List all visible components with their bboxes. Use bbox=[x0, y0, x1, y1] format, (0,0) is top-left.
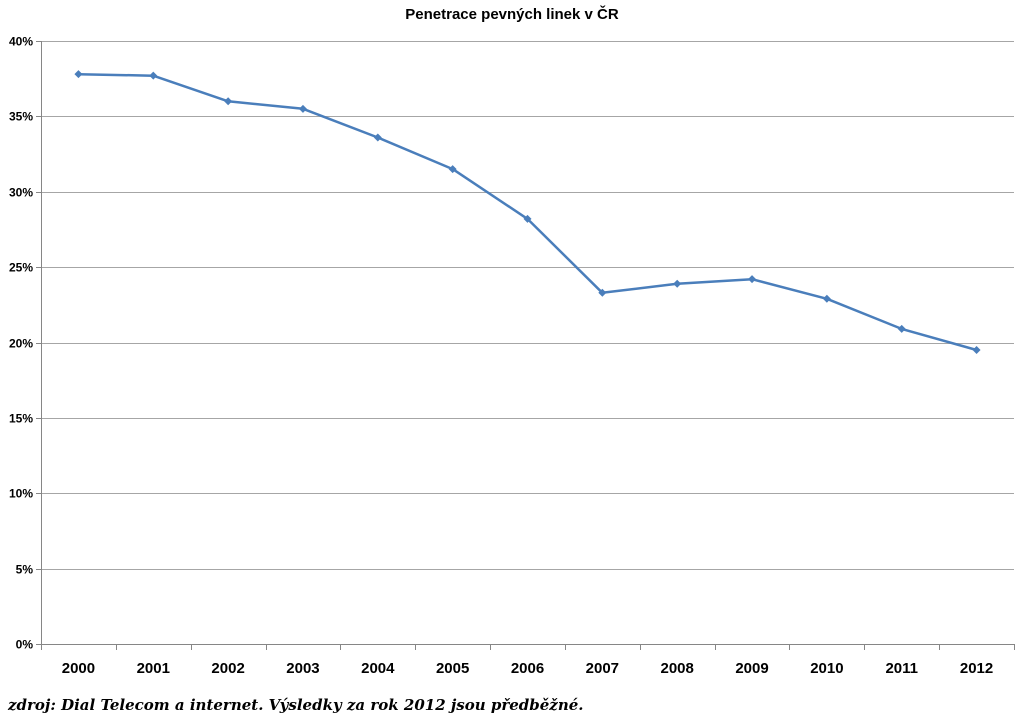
x-tick-label: 2006 bbox=[511, 660, 544, 677]
x-tick-label: 2012 bbox=[960, 660, 993, 677]
x-tick-label: 2000 bbox=[62, 660, 95, 677]
x-tick-label: 2011 bbox=[885, 660, 918, 677]
y-tick-label: 15% bbox=[9, 412, 33, 426]
data-point bbox=[748, 275, 757, 284]
data-point bbox=[373, 133, 382, 142]
x-tick-label: 2004 bbox=[361, 660, 395, 677]
y-tick-label: 10% bbox=[9, 487, 33, 501]
y-tick-label: 25% bbox=[9, 261, 33, 275]
data-point bbox=[298, 104, 307, 113]
data-point bbox=[74, 70, 83, 79]
y-tick-labels: 0% 5% 10% 15% 20% 25% 30% 35% 40% bbox=[9, 35, 33, 652]
data-point bbox=[972, 346, 981, 355]
x-tick-label: 2009 bbox=[735, 660, 768, 677]
x-tick-label: 2001 bbox=[137, 660, 170, 677]
y-tick-label: 0% bbox=[16, 638, 34, 652]
x-tick-label: 2005 bbox=[436, 660, 469, 677]
x-tick-label: 2008 bbox=[661, 660, 694, 677]
x-tick-label: 2007 bbox=[586, 660, 619, 677]
series-line bbox=[78, 72, 977, 352]
y-tick-label: 5% bbox=[16, 563, 34, 577]
data-point bbox=[448, 165, 457, 174]
x-tick-label: 2002 bbox=[211, 660, 244, 677]
source-note: zdroj: Dial Telecom a internet. Výsledky… bbox=[8, 696, 584, 714]
gridlines bbox=[41, 41, 1014, 570]
y-tick-label: 20% bbox=[9, 337, 33, 351]
y-tick-label: 30% bbox=[9, 186, 33, 200]
x-tick-label: 2003 bbox=[286, 660, 319, 677]
y-tick-label: 40% bbox=[9, 35, 33, 49]
data-point bbox=[149, 71, 158, 80]
data-point bbox=[897, 324, 906, 333]
data-point bbox=[673, 279, 682, 288]
y-tick-label: 35% bbox=[9, 110, 33, 124]
data-point bbox=[822, 294, 831, 303]
x-tick-label: 2010 bbox=[810, 660, 843, 677]
series-layer bbox=[74, 70, 981, 355]
data-point bbox=[523, 214, 532, 223]
chart-title: Penetrace pevných linek v ČR bbox=[405, 6, 619, 23]
x-tick-labels: 2000 2001 2002 2003 2004 2005 2006 2007 2008 2009… bbox=[62, 660, 994, 677]
data-point bbox=[598, 288, 607, 297]
axes bbox=[36, 41, 1015, 650]
data-point bbox=[224, 97, 233, 106]
